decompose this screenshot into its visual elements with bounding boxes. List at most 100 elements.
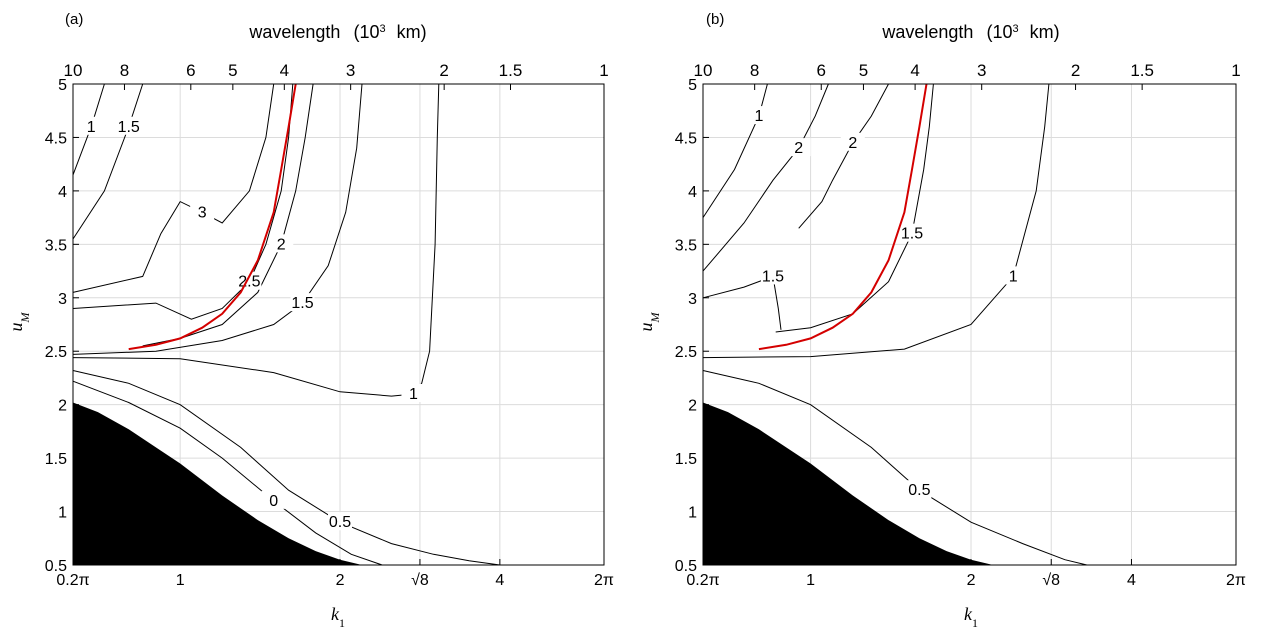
panel-b-toptick-label-2: 6	[817, 61, 826, 80]
panel-b-toptick-label-8: 1	[1231, 61, 1240, 80]
panel-a-ytick-label-8: 4.5	[45, 130, 67, 147]
panel-a-contour-label-0: 0	[269, 493, 278, 510]
panel-a-xtick-label-1: 1	[176, 572, 185, 589]
panel-b-contour-1	[702, 83, 1050, 359]
panel-a-axes-box	[72, 83, 605, 566]
panel-a-ytick-label-0: 0.5	[45, 558, 67, 575]
panel-a-contour-label-7: 1.5	[118, 119, 140, 136]
panel-a-ylabel-sub: M	[18, 312, 32, 324]
panel-b-ytick-label-6: 3.5	[675, 237, 697, 254]
panel-a-contour-0	[72, 380, 383, 566]
panel-a-top-axis-unit: (10	[353, 22, 379, 42]
panel-b-top-axis-unit: (10	[986, 22, 1012, 42]
panel-b-ytick-label-8: 4.5	[675, 130, 697, 147]
panel-b-contour-label-bg-2	[900, 223, 925, 242]
panel-a-xlabel-k: k	[331, 604, 340, 624]
panel-b-top-axis-title: wavelength (103 km)	[881, 22, 1059, 42]
panel-a-contour-3	[72, 83, 363, 355]
panel-a-xtick-label-2: 2	[336, 572, 345, 589]
panel-a-toptick-label-4: 4	[280, 61, 289, 80]
panel-b-xlabel-k: k	[964, 604, 973, 624]
panel-a-contour-label-bg-3	[290, 293, 315, 312]
panel-b: (b) wavelength (103 km) k1 uM 0.511.51.5…	[636, 11, 1246, 630]
panel-b-label: (b)	[706, 11, 724, 28]
panel-a-top-axis-exp: 3	[379, 23, 385, 35]
panel-b-ytick-label-4: 2.5	[675, 344, 697, 361]
panel-a-ytick-label-6: 3.5	[45, 237, 67, 254]
panel-a-ytick-label-5: 3	[58, 291, 67, 308]
panel-a-top-axis-title: wavelength (103 km)	[248, 22, 426, 42]
panel-a-top-axis-unit-tail: km)	[397, 22, 427, 42]
panel-b-contour-label-bg-6	[840, 132, 865, 151]
panel-a-toptick-label-3: 5	[228, 61, 237, 80]
panel-a-ylabel-u: u	[6, 323, 26, 332]
panel-a-xtick-label-4: 4	[495, 572, 504, 589]
panel-a-toptick-label-8: 1	[599, 61, 608, 80]
panel-b-top-axis-exp: 3	[1012, 23, 1018, 35]
panel-b-contour-2	[775, 83, 934, 333]
panel-b-xtick-label-3: √8	[1042, 572, 1060, 589]
panel-a-label: (a)	[65, 11, 83, 28]
panel-b-xtick-label-5: 2π	[1226, 572, 1246, 589]
panel-b-ytick-label-7: 4	[688, 184, 697, 201]
panel-a-contour-1	[72, 370, 500, 566]
panel-b-ylabel-u: u	[636, 323, 656, 332]
panel-b-contour-label-bg-0	[907, 480, 932, 499]
panel-a-xlabel: k1	[331, 604, 345, 629]
panel-a-xlabel-sub: 1	[339, 616, 345, 629]
panel-b-xtick-label-0: 0.2π	[686, 572, 719, 589]
panel-a-contour-label-bg-4	[269, 234, 294, 253]
panel-b-top-axis-word: wavelength	[881, 22, 973, 42]
panel-a-ytick-label-9: 5	[58, 77, 67, 94]
panel-a-contour-label-bg-2	[401, 383, 426, 402]
panel-a-contour-label-bg-7	[116, 116, 141, 135]
panel-b-xtick-label-4: 4	[1127, 572, 1136, 589]
panel-a-contour-label-2: 1	[409, 386, 418, 403]
panel-b-toptick-label-7: 1.5	[1130, 61, 1154, 80]
panel-a-toptick-label-5: 3	[346, 61, 355, 80]
panel-a-contour-label-bg-1	[328, 512, 353, 531]
panel-a-contour-label-bg-5	[237, 271, 262, 290]
panel-b-contour-label-6: 2	[848, 135, 857, 152]
panel-b-contour-label-3: 1.5	[762, 268, 784, 285]
panel-b-contour-label-bg-5	[746, 106, 771, 125]
panel-b-toptick-label-5: 3	[977, 61, 986, 80]
panel-a-contour-label-4: 2	[277, 236, 286, 253]
panel-a-ytick-label-2: 1.5	[45, 451, 67, 468]
panel-b-ytick-label-0: 0.5	[675, 558, 697, 575]
panel-a-toptick-label-2: 6	[186, 61, 195, 80]
panel-a-ytick-label-3: 2	[58, 398, 67, 415]
panel-b-ytick-label-2: 1.5	[675, 451, 697, 468]
panel-b-xtick-label-2: 2	[967, 572, 976, 589]
panel-b-toptick-label-4: 4	[910, 61, 919, 80]
panel-a-contour-label-8: 1	[87, 119, 96, 136]
panel-b-xtick-label-1: 1	[806, 572, 815, 589]
panel-b-toptick-label-1: 8	[750, 61, 759, 80]
panel-b-ytick-label-5: 3	[688, 291, 697, 308]
panel-b-contour-label-2: 1.5	[901, 226, 923, 243]
panel-a-ytick-label-4: 2.5	[45, 344, 67, 361]
panel-a-contour-label-1: 0.5	[329, 514, 351, 531]
panel-b-xlabel: k1	[964, 604, 978, 629]
panel-a-contour-label-bg-0	[261, 490, 286, 509]
panel-b-ytick-label-9: 5	[688, 77, 697, 94]
panel-b-contour-label-bg-3	[760, 266, 785, 285]
panel-a-toptick-label-0: 10	[64, 61, 83, 80]
panel-b-filled-region	[703, 402, 994, 565]
panel-b-contour-label-bg-1	[1001, 266, 1026, 285]
panel-b-contour-label-4: 2	[794, 140, 803, 157]
panel-b-axes-box	[702, 83, 1237, 566]
panel-a-contour-label-6: 3	[198, 204, 207, 221]
panel-a-filled-region	[73, 402, 362, 565]
panel-b-ytick-label-3: 2	[688, 398, 697, 415]
panel-b-top-axis-unit-tail: km)	[1030, 22, 1060, 42]
panel-a-contour-7	[72, 83, 144, 240]
panel-a-top-axis-word: wavelength	[248, 22, 340, 42]
panel-a-contour-label-3: 1.5	[291, 295, 313, 312]
panel-b-ylabel-sub: M	[648, 312, 662, 324]
panel-a-toptick-label-7: 1.5	[499, 61, 523, 80]
panel-b-red-curve	[758, 83, 928, 351]
panel-a-xtick-label-0: 0.2π	[56, 572, 89, 589]
